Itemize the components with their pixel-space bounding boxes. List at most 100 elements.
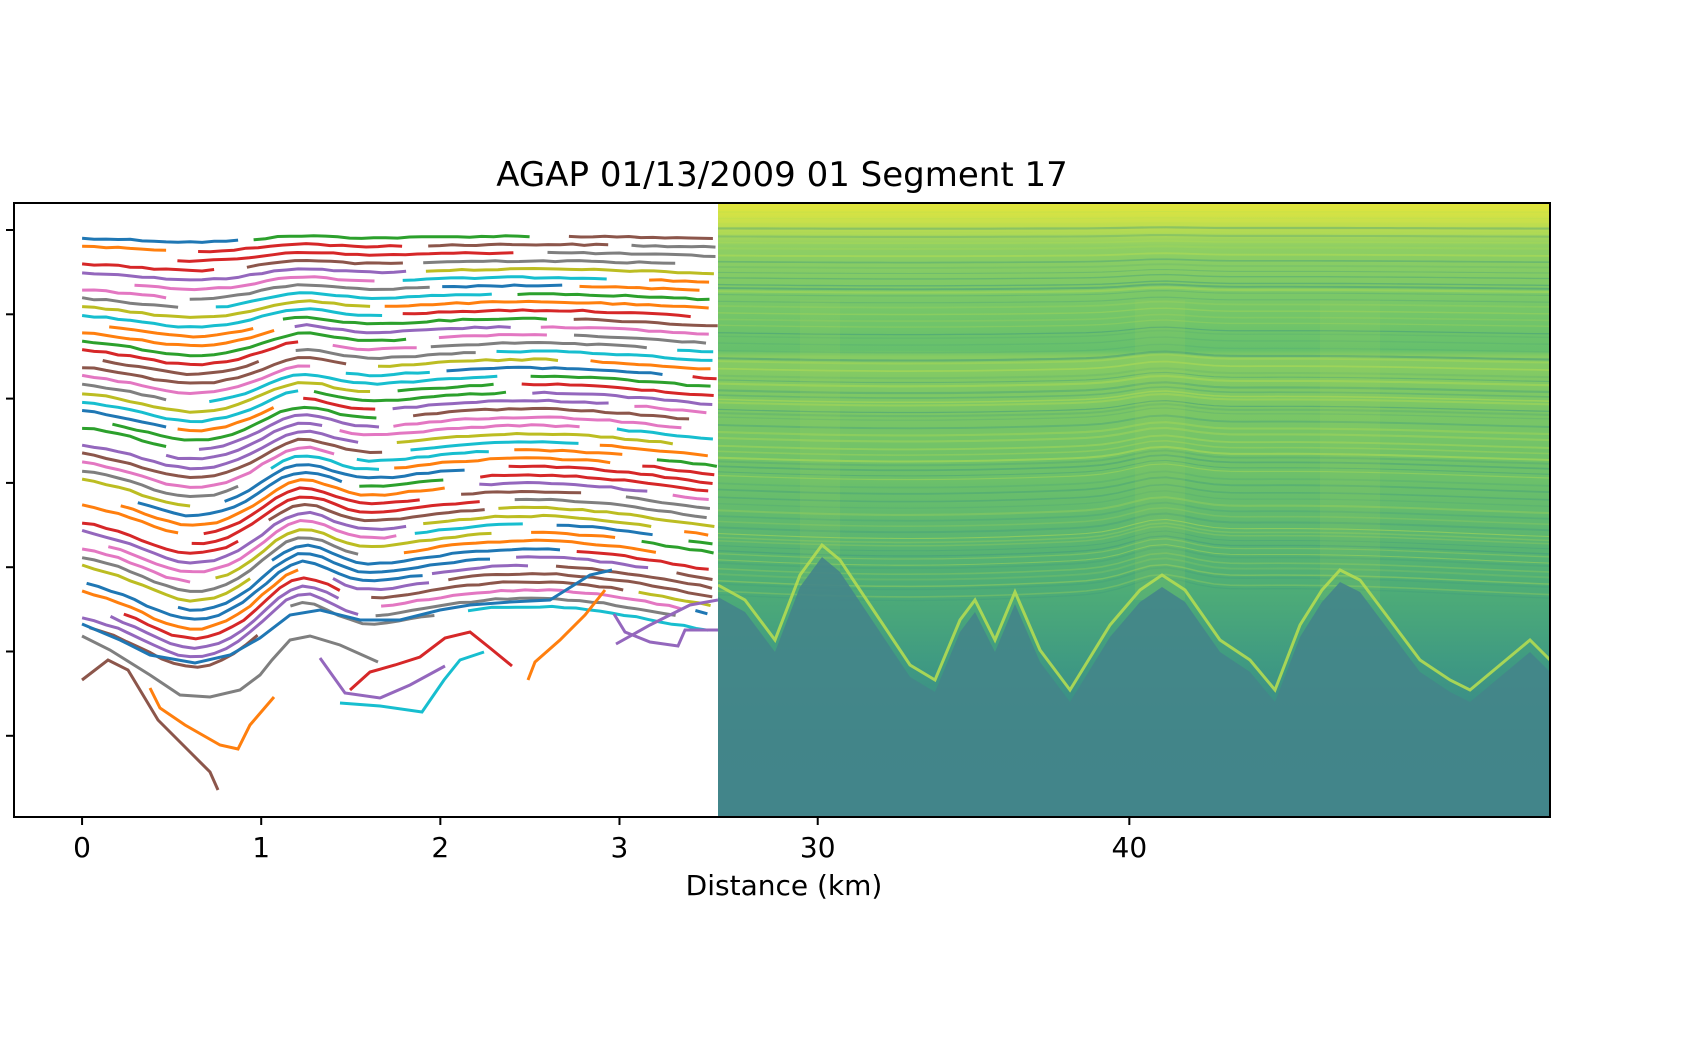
layer-trace	[253, 234, 530, 242]
radar-layer-line	[718, 552, 1550, 576]
layer-trace	[431, 563, 529, 576]
radar-layer-line	[718, 280, 1550, 287]
radar-layer-line	[718, 566, 1550, 591]
layer-trace	[530, 374, 711, 388]
layer-trace	[616, 427, 714, 441]
layer-trace	[649, 278, 710, 284]
layer-trace	[684, 530, 709, 537]
layer-trace	[81, 521, 239, 555]
bed-trace	[81, 568, 613, 665]
layer-trace	[634, 404, 707, 415]
layer-trace	[81, 563, 251, 603]
layer-trace	[81, 331, 407, 358]
layer-trace	[345, 370, 430, 378]
layer-trace	[82, 288, 167, 300]
layer-trace	[282, 315, 548, 326]
layer-trace	[423, 259, 676, 265]
radar-layer-line	[718, 386, 1550, 399]
layer-trace	[555, 564, 713, 590]
radar-layer-line	[718, 390, 1550, 404]
layer-trace	[81, 389, 299, 424]
radar-layer-line	[718, 407, 1550, 421]
layer-trace	[313, 389, 507, 403]
layer-trace	[496, 349, 713, 362]
radar-layer-line	[718, 252, 1550, 258]
layer-trace	[430, 340, 647, 350]
layer-trace	[224, 463, 465, 503]
layer-trace	[573, 317, 718, 328]
layer-trace	[81, 510, 407, 565]
chart-title: AGAP 01/13/2009 01 Segment 17	[496, 155, 1068, 195]
layer-trace	[86, 559, 423, 621]
layer-trace	[81, 469, 239, 499]
radar-layer-line	[718, 454, 1550, 472]
layer-trace	[375, 596, 676, 618]
layer-trace	[514, 448, 623, 456]
layer-trace	[579, 284, 700, 292]
layer-trace	[198, 242, 403, 254]
layer-trace	[414, 522, 523, 535]
layer-trace	[442, 283, 563, 289]
layer-trace	[590, 359, 711, 371]
layer-trace	[423, 513, 652, 528]
layer-trace	[446, 365, 663, 376]
radar-layer-line	[718, 557, 1550, 581]
radar-layer-line	[718, 290, 1550, 297]
layer-trace	[81, 445, 335, 489]
layer-trace	[177, 406, 275, 433]
layer-trace	[514, 497, 707, 520]
layer-trace	[394, 456, 611, 470]
layer-trace	[81, 429, 359, 471]
radar-layer-line	[718, 381, 1550, 395]
radar-layer-line	[718, 449, 1550, 467]
layer-trace	[81, 236, 239, 244]
layer-trace	[82, 356, 347, 385]
radar-layer-line	[718, 353, 1550, 365]
layer-trace	[576, 550, 709, 571]
radar-layer-line	[718, 313, 1550, 322]
layer-trace	[303, 396, 376, 411]
radar-layer-line	[718, 283, 1550, 291]
layer-trace	[547, 250, 716, 258]
radar-layer-line	[718, 336, 1550, 346]
layer-trace	[359, 478, 444, 488]
layer-trace	[410, 440, 579, 452]
layer-trace	[209, 372, 498, 404]
layer-trace	[177, 552, 491, 612]
bed-trace	[615, 598, 718, 646]
layer-trace	[412, 406, 690, 421]
radar-layer-line	[718, 400, 1550, 414]
layer-trace	[332, 343, 417, 352]
layer-trace	[270, 454, 380, 471]
plot-frame	[13, 202, 1551, 818]
layer-trace	[631, 243, 716, 249]
radar-layer-line	[718, 350, 1550, 362]
layer-trace	[81, 437, 383, 480]
layer-trace	[107, 518, 397, 574]
layer-trace	[295, 347, 476, 361]
radar-layer-line	[718, 222, 1550, 226]
radar-layer-line	[718, 530, 1550, 552]
layer-trace	[397, 382, 494, 393]
radargram-heatmap	[718, 203, 1550, 817]
layer-trace	[642, 464, 715, 477]
layer-trace	[81, 536, 359, 593]
layer-trace	[120, 478, 445, 527]
layer-trace	[448, 572, 713, 599]
radar-layer-line	[718, 445, 1550, 463]
layer-trace	[89, 626, 259, 669]
layer-trace	[203, 486, 420, 536]
layer-trace	[438, 333, 547, 340]
radar-layer-line	[718, 226, 1550, 230]
layer-trace	[81, 382, 167, 402]
radar-layer-line	[718, 414, 1550, 430]
layer-trace	[267, 502, 485, 523]
radar-layer-line	[718, 240, 1550, 245]
layer-trace	[81, 262, 215, 273]
layer-trace	[393, 415, 682, 430]
layer-trace	[215, 528, 492, 580]
radar-layer-line	[718, 440, 1550, 456]
layer-trace	[82, 328, 275, 348]
radar-layer-line	[718, 268, 1550, 275]
radar-brightband	[1320, 300, 1380, 600]
